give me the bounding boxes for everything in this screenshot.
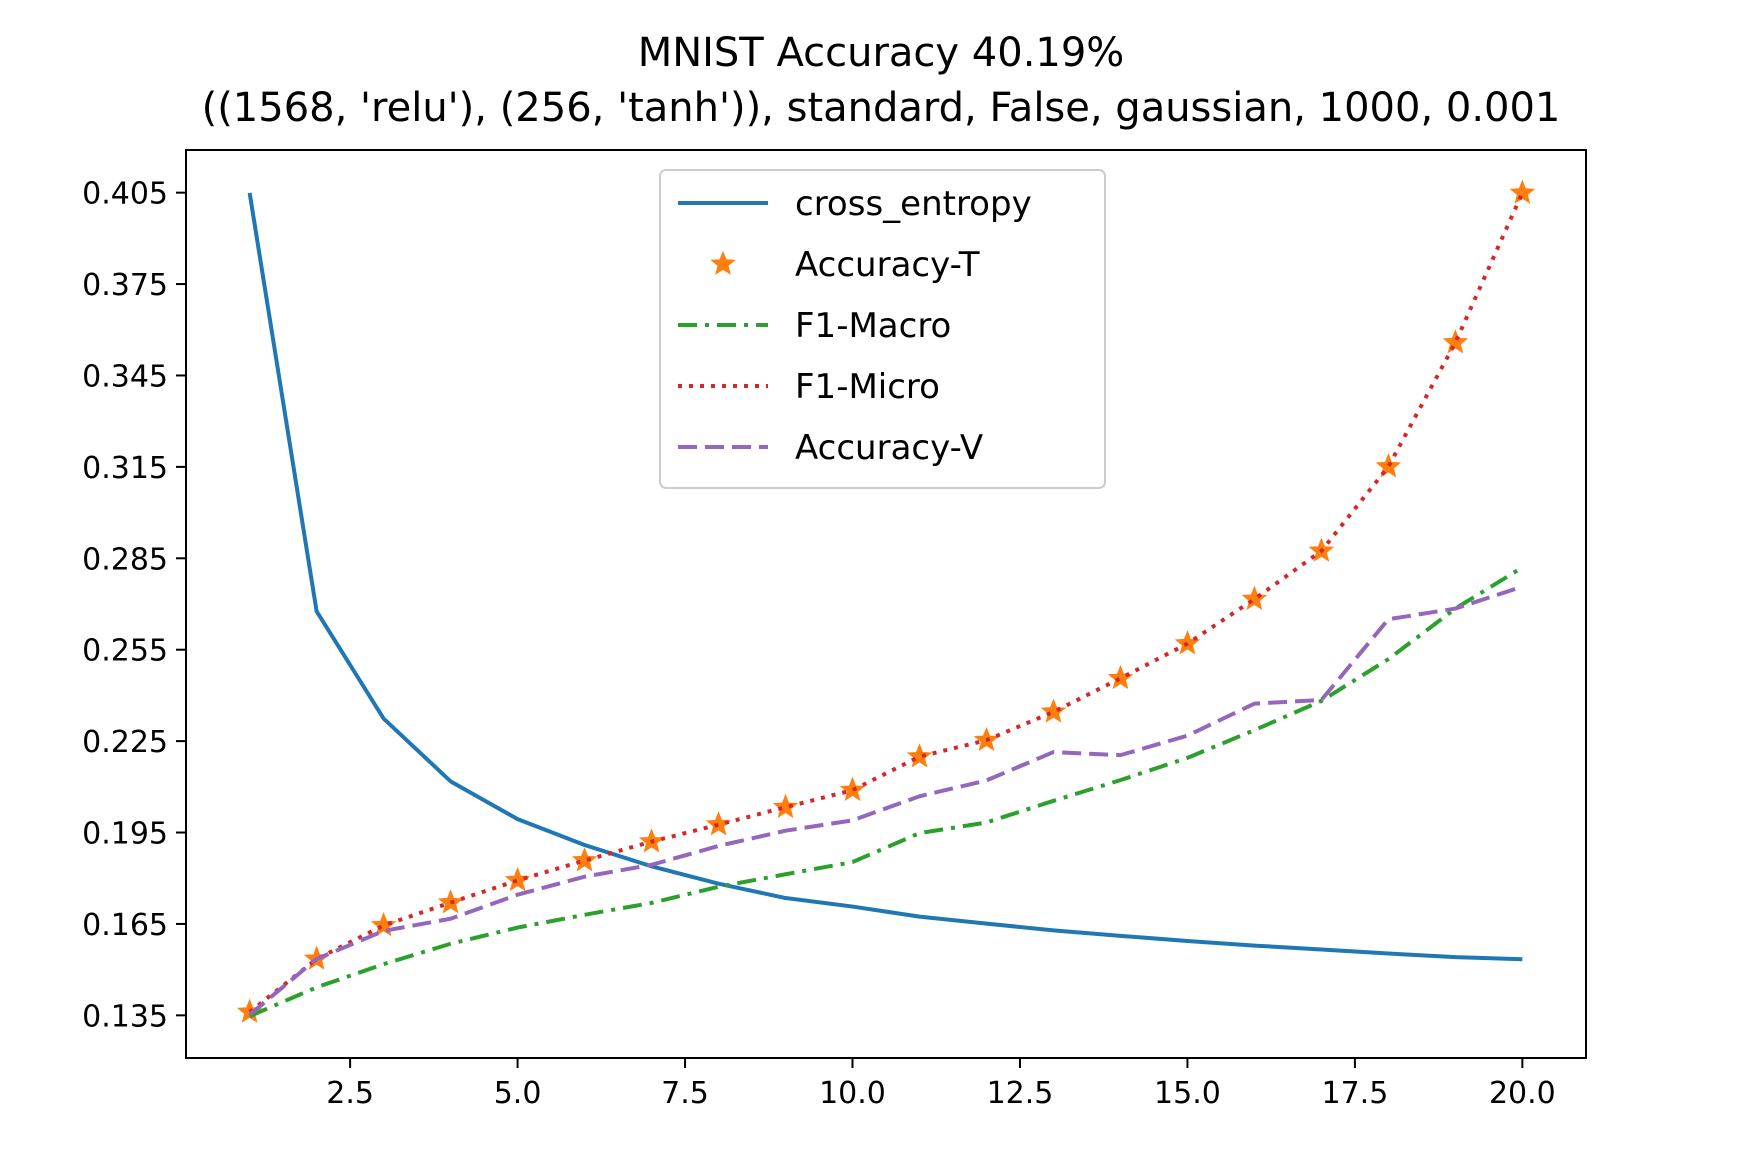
marker-accuracy-t [1241, 585, 1268, 610]
legend-label-accuracy-t: Accuracy-T [795, 245, 980, 285]
x-tick-label: 5.0 [494, 1076, 542, 1111]
legend: cross_entropy Accuracy-T F1-Macro F1-Micro A… [659, 169, 1106, 489]
y-tick-label: 0.135 [82, 999, 168, 1034]
series-line-f1-micro [248, 192, 1525, 1014]
series-line-f1-macro [248, 565, 1524, 1019]
legend-label-f1-micro: F1-Micro [795, 367, 940, 407]
legend-label-accuracy-v: Accuracy-V [795, 428, 983, 468]
chart-subtitle: ((1568, 'relu'), (256, 'tanh')), standar… [202, 85, 1561, 131]
marker-accuracy-t [1107, 664, 1134, 690]
x-tick-label: 12.5 [987, 1076, 1054, 1111]
series-line-cross-entropy [247, 192, 1523, 962]
y-tick-label: 0.345 [82, 359, 168, 394]
y-tick-label: 0.195 [82, 817, 168, 852]
x-tick-label: 17.5 [1322, 1076, 1389, 1111]
chart-title: MNIST Accuracy 40.19% [638, 30, 1125, 76]
y-tick-label: 0.165 [82, 908, 168, 943]
x-tick-label: 7.5 [661, 1076, 709, 1111]
y-tick-label: 0.315 [82, 451, 168, 486]
legend-swatch-accuracy-t [710, 250, 736, 275]
y-tick-label: 0.285 [82, 542, 168, 577]
legend-label-cross-entropy: cross_entropy [795, 184, 1032, 224]
marker-accuracy-t [1174, 630, 1201, 655]
marker-accuracy-t [370, 912, 397, 937]
marker-accuracy-t [571, 847, 598, 872]
marker-accuracy-t [1509, 179, 1536, 204]
marker-accuracy-t [772, 793, 799, 819]
y-tick-label: 0.255 [82, 634, 168, 669]
x-tick-label: 2.5 [326, 1076, 374, 1111]
x-tick-label: 10.0 [819, 1076, 886, 1111]
y-tick-label: 0.405 [82, 177, 168, 212]
series-line-accuracy-v [248, 584, 1523, 1017]
y-tick-label: 0.375 [82, 268, 168, 303]
legend-label-f1-macro: F1-Macro [795, 306, 951, 346]
x-tick-label: 20.0 [1489, 1076, 1556, 1111]
series-group [236, 179, 1536, 1023]
y-tick-label: 0.225 [82, 725, 168, 760]
x-tick-label: 15.0 [1154, 1076, 1221, 1111]
plot-area: 2.5 5.0 7.5 10.0 12.5 15.0 17.5 20.0 0.135 0.165 0… [82, 149, 1587, 1111]
marker-accuracy-t [1442, 329, 1469, 354]
legend-box [659, 169, 1106, 489]
marker-accuracy-t [906, 743, 933, 768]
plot-frame [185, 149, 1587, 1059]
marker-accuracy-t [1040, 698, 1067, 723]
